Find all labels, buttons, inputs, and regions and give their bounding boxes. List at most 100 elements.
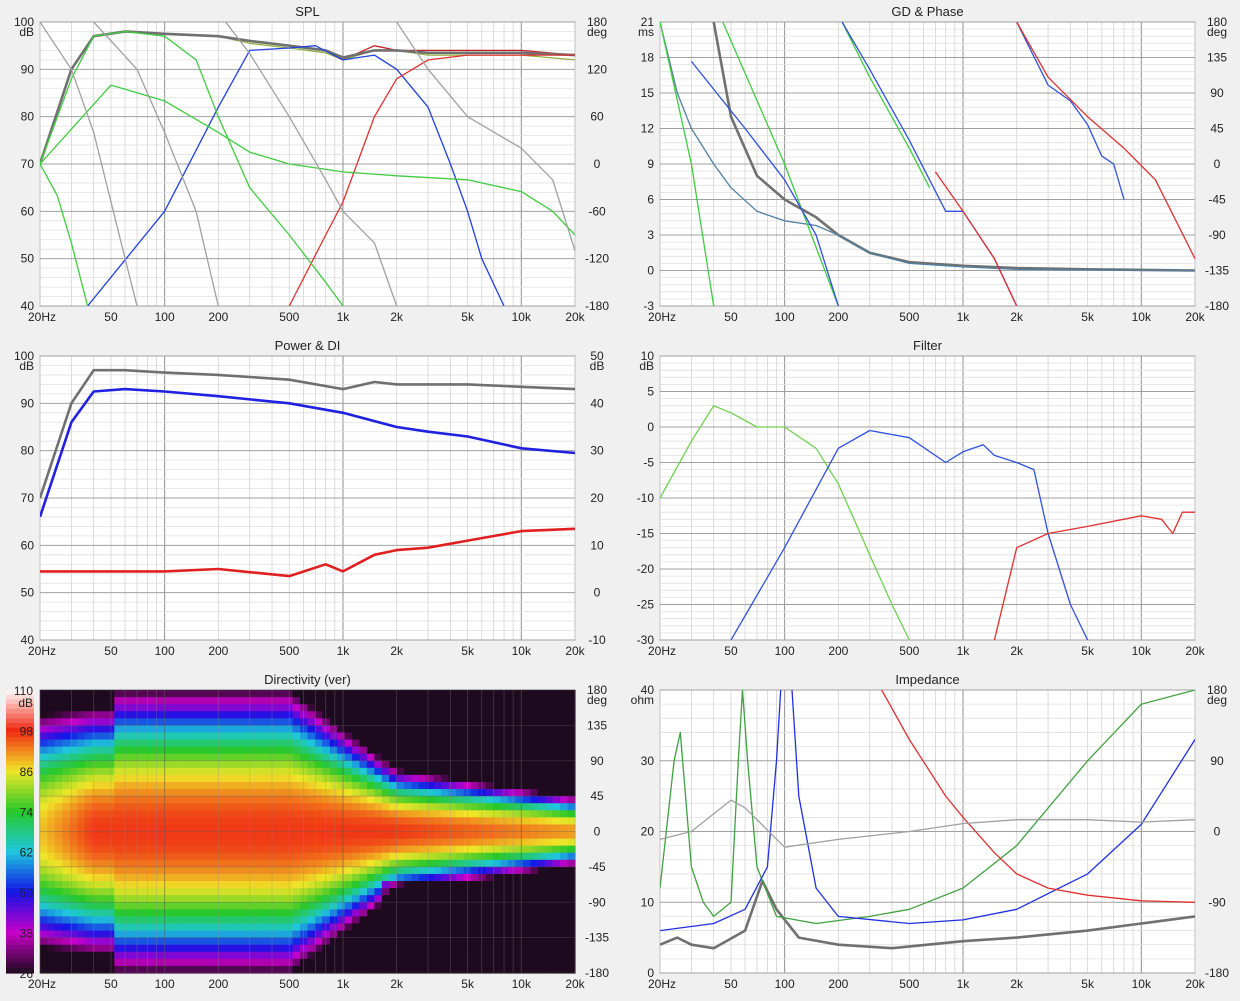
series-line	[40, 368, 575, 499]
y2-tick-label: -120	[585, 252, 609, 266]
impedance-panel: Impedance 20Hz 50 100 200 500 1k 2k 5k 10k 20k 40 30…	[620, 668, 1240, 1001]
x-tick-label: 100	[775, 644, 795, 658]
grid	[39, 689, 576, 974]
chart-title: Directivity (ver)	[264, 672, 351, 687]
y-tick-label: 12	[641, 122, 655, 136]
power-di-panel: Power & DI 20Hz 50 100 200 500 1k 2k 5k 10k 20k 100…	[0, 334, 620, 668]
chart-title: Power & DI	[275, 338, 341, 353]
x-tick-label: 20Hz	[28, 310, 56, 324]
y-tick-label: 21	[641, 15, 655, 29]
chart-title: GD & Phase	[891, 4, 963, 19]
x-tick-label: 1k	[957, 310, 971, 324]
x-tick-label: 500	[279, 644, 299, 658]
x-tick-label: 50	[724, 977, 738, 991]
x-tick-label: 5k	[1081, 977, 1095, 991]
x-tick-label: 2k	[1010, 977, 1024, 991]
y-tick-label: 6	[647, 193, 654, 207]
series-line	[288, 54, 575, 306]
x-tick-label: 20k	[565, 644, 585, 658]
x-tick-label: 5k	[461, 977, 475, 991]
y2-tick-label: -180	[1205, 966, 1229, 980]
y2-tick-label: 180	[587, 683, 607, 697]
x-tick-label: 200	[208, 977, 228, 991]
x-tick-label: 200	[828, 644, 848, 658]
y-tick-label: 40	[641, 683, 655, 697]
x-tick-label: 5k	[461, 310, 475, 324]
y-tick-label: 70	[21, 491, 35, 505]
series-group	[660, 22, 1195, 306]
series-line	[1016, 22, 1195, 259]
x-tick-label: 2k	[390, 977, 404, 991]
y2-tick-label: 0	[594, 825, 601, 839]
y-tick-label: 0	[647, 264, 654, 278]
series-group	[660, 690, 1195, 950]
y2-tick-label: 135	[1207, 51, 1227, 65]
right-unit-label: deg	[1207, 25, 1227, 39]
x-tick-label: 5k	[461, 644, 475, 658]
y-tick-label: 40	[21, 299, 35, 313]
colorbar	[6, 690, 34, 974]
y2-tick-label: 40	[590, 396, 604, 410]
colorbar-tick-label: 50	[20, 886, 34, 900]
series-line	[40, 30, 344, 306]
y2-tick-label: 0	[594, 157, 601, 171]
y2-tick-label: 90	[1210, 86, 1224, 100]
gd-phase-chart: GD & Phase 20Hz 50 100 200 500 1k 2k 5k 10k 20k 21 1…	[638, 4, 1229, 324]
x-tick-label: 20Hz	[648, 310, 676, 324]
y-tick-label: 80	[21, 110, 35, 124]
series-line	[1016, 22, 1125, 200]
y2-tick-label: -10	[588, 633, 606, 647]
x-tick-label: 20Hz	[648, 977, 676, 991]
y2-tick-label: -90	[1208, 228, 1226, 242]
y-tick-label: 3	[647, 228, 654, 242]
y2-tick-label: -180	[585, 966, 609, 980]
y-tick-label: 100	[14, 15, 34, 29]
series-line	[660, 22, 715, 306]
x-tick-label: 200	[208, 644, 228, 658]
right-unit-label: deg	[587, 693, 607, 707]
series-line	[660, 405, 910, 640]
y-tick-label: 20	[641, 825, 655, 839]
x-tick-label: 500	[279, 977, 299, 991]
series-line	[40, 163, 89, 306]
x-tick-label: 20Hz	[648, 644, 676, 658]
colorbar-tick-label: 98	[20, 724, 34, 738]
left-unit-label: ohm	[631, 693, 654, 707]
y2-tick-label: -180	[1205, 299, 1229, 313]
x-tick-label: 500	[899, 310, 919, 324]
y2-tick-label: 0	[1214, 157, 1221, 171]
x-tick-label: 50	[724, 310, 738, 324]
y2-tick-label: 50	[590, 349, 604, 363]
y-tick-label: 5	[647, 385, 654, 399]
y-tick-label: 90	[21, 396, 35, 410]
x-tick-label: 50	[724, 644, 738, 658]
y-tick-label: 100	[14, 349, 34, 363]
colorbar-tick-label: 74	[20, 805, 34, 819]
x-tick-label: 10k	[1132, 977, 1152, 991]
x-tick-label: 5k	[1081, 310, 1095, 324]
series-line	[881, 690, 1195, 903]
x-tick-label: 100	[155, 977, 175, 991]
series-line	[225, 22, 398, 306]
x-tick-label: 100	[775, 977, 795, 991]
y-tick-label: 30	[641, 754, 655, 768]
chart-title: Impedance	[895, 672, 959, 687]
series-line	[690, 60, 839, 306]
x-tick-label: 50	[104, 310, 118, 324]
x-tick-label: 20k	[565, 310, 585, 324]
y2-tick-label: -90	[1208, 895, 1226, 909]
series-group	[660, 405, 1195, 640]
x-tick-label: 1k	[337, 977, 351, 991]
chart-title: SPL	[295, 4, 320, 19]
colorbar-tick-label: 26	[20, 967, 34, 981]
x-tick-label: 20Hz	[28, 977, 56, 991]
spl-panel: SPL 20Hz 50 100 200 500 1k 2k 5k 10k 20k 100 90 80 70 6…	[0, 0, 620, 334]
y-tick-label: 60	[21, 538, 35, 552]
x-tick-label: 20k	[565, 977, 585, 991]
y2-tick-label: 180	[1207, 683, 1227, 697]
left-unit-label: dB	[19, 359, 34, 373]
series-line	[722, 22, 839, 306]
colorbar-tick-label: 38	[20, 927, 34, 941]
